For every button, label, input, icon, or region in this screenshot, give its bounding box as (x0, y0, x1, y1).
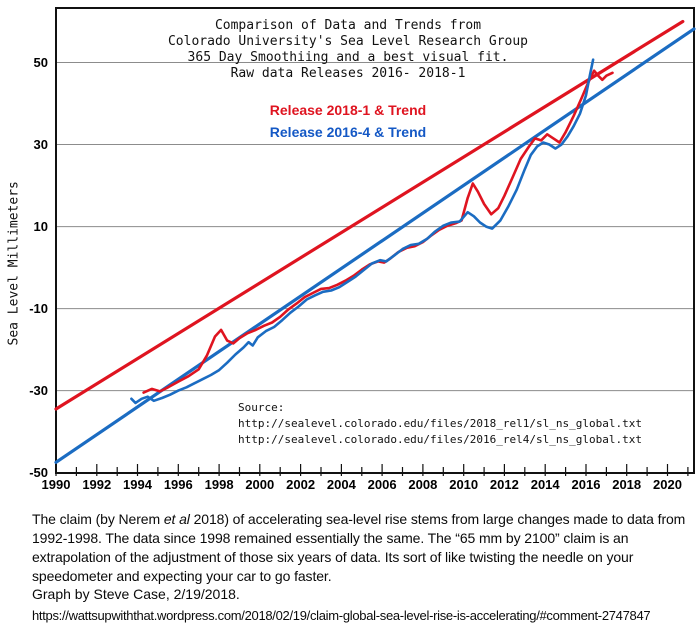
credit-line: Graph by Steve Case, 2/19/2018. (32, 586, 240, 602)
x-tick-label: 1992 (82, 477, 112, 492)
chart-title-line: 365 Day Smoothiing and a best visual fit… (187, 50, 509, 65)
y-axis-title: Sea Level Millimeters (6, 181, 22, 346)
x-tick-label: 2016 (571, 477, 601, 492)
x-tick-label: 2000 (245, 477, 275, 492)
legend-item-release-2016-4: Release 2016-4 & Trend (269, 124, 427, 140)
y-tick-label: 50 (33, 54, 48, 70)
chart-title: Comparison of Data and Trends from Color… (58, 18, 638, 82)
plot-area (54, 7, 696, 476)
source-heading: Source: (238, 401, 285, 414)
chart-title-line: Comparison of Data and Trends from (214, 18, 482, 33)
source-annotation: Source: http://sealevel.colorado.edu/fil… (238, 400, 642, 448)
source-url-2016-rel4: http://sealevel.colorado.edu/files/2016_… (238, 433, 642, 446)
x-tick-label: 2004 (326, 477, 356, 492)
series-line (54, 27, 696, 464)
x-tick-label: 2018 (612, 477, 642, 492)
comment-url[interactable]: https://wattsupwiththat.wordpress.com/20… (32, 608, 651, 623)
x-tick-label: 2008 (408, 477, 438, 492)
caption-italic-et-al: et al (163, 511, 190, 527)
sea-level-chart: Sea Level Millimeters Comparison of Data… (6, 7, 696, 492)
x-tick-label: 1998 (204, 477, 234, 492)
series-line (54, 19, 685, 411)
x-tick-label: 2014 (530, 477, 560, 492)
legend-item-release-2018-1: Release 2018-1 & Trend (269, 102, 427, 118)
series-line (130, 58, 595, 405)
caption-text: The claim (by Nerem et al 2018) of accel… (32, 510, 688, 586)
caption-part1: The claim (by Nerem (32, 511, 164, 527)
y-tick-label: -10 (29, 300, 48, 316)
x-tick-label: 1994 (123, 477, 152, 492)
x-tick-label: 2020 (653, 477, 682, 492)
chart-title-line: Raw data Releases 2016- 2018-1 (230, 66, 466, 81)
x-tick-label: 2006 (367, 477, 397, 492)
x-tick-label: 2010 (449, 477, 479, 492)
x-tick-label: 2012 (489, 477, 519, 492)
y-tick-label: -50 (29, 464, 48, 480)
y-tick-label: 30 (33, 136, 48, 152)
source-url-2018-rel1: http://sealevel.colorado.edu/files/2018_… (238, 417, 642, 430)
y-tick-label: -30 (29, 382, 48, 398)
x-tick-label: 2002 (286, 477, 316, 492)
chart-title-line: Colorado University's Sea Level Research… (167, 34, 529, 49)
chart-legend: Release 2018-1 & Trend Release 2016-4 & … (58, 99, 638, 143)
caption-part2: 2018) of accelerating sea-level rise ste… (32, 511, 686, 584)
y-tick-label: 10 (33, 218, 48, 234)
x-tick-label: 1990 (41, 477, 71, 492)
x-tick-label: 1996 (163, 477, 193, 492)
